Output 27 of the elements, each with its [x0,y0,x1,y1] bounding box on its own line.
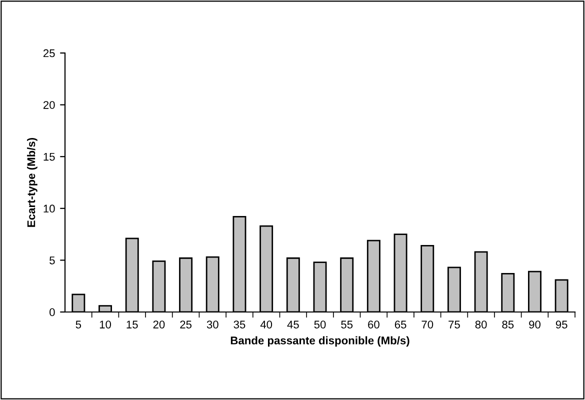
y-axis-title: Ecart-type (Mb/s) [27,138,38,227]
y-tick-label: 10 [44,204,55,213]
x-tick-label: 65 [394,320,406,328]
x-tick-label: 75 [448,320,460,328]
x-tick-label: 10 [100,320,112,328]
x-tick-label: 40 [260,320,272,328]
y-tick-label: 5 [50,256,55,264]
x-tick-label: 70 [422,320,434,328]
x-tick-label: 45 [287,320,299,328]
y-tick-label: 0 [50,308,55,316]
y-tick-label: 15 [44,152,55,161]
x-axis-title: Bande passante disponible (Mb/s) [230,336,410,347]
y-tick-label: 25 [43,49,55,58]
x-tick-label: 50 [314,320,326,328]
x-tick-label: 15 [126,320,138,328]
x-tick-label: 95 [556,320,568,328]
x-tick-label: 5 [76,320,82,328]
x-tick-label: 80 [475,320,487,328]
x-tick-label: 90 [529,320,540,328]
x-tick-label: 20 [153,320,165,328]
x-tick-label: 30 [206,320,218,328]
y-tick-label: 20 [43,101,55,109]
x-tick-label: 55 [341,320,353,328]
x-tick-label: 25 [180,320,192,328]
x-tick-label: 35 [234,320,246,328]
x-tick-label: 85 [502,320,514,328]
x-tick-label: 60 [368,320,380,328]
